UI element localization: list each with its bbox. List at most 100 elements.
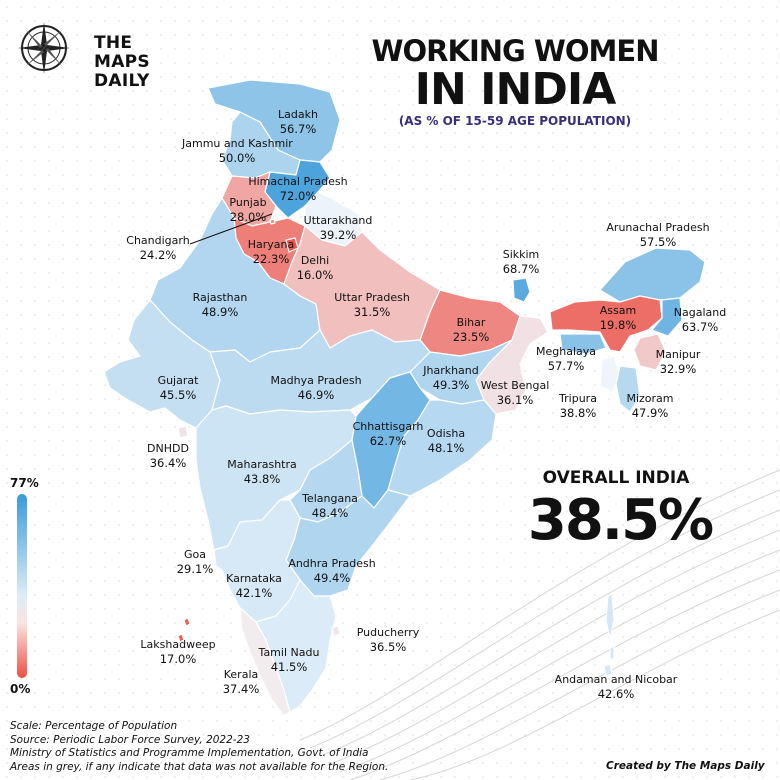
label-name: Himachal Pradesh [248,175,348,188]
brand-line-2: MAPS [94,52,150,72]
label-value: 50.0% [218,151,256,165]
label-value: 22.3% [252,252,290,266]
label-value: 39.2% [319,228,357,242]
brand-line-3: DAILY [94,71,150,91]
label-value: 57.5% [639,235,677,249]
label-value: 41.5% [270,660,308,674]
label-meghalaya: Meghalaya 57.7% [530,345,602,373]
label-value: 19.8% [599,318,637,332]
label-name: Bihar [456,316,486,329]
label-jammu-and-kashmir: Jammu and Kashmir 50.0% [182,137,293,165]
label-value: 47.9% [631,406,669,420]
label-name: Chhattisgarh [352,420,424,433]
label-name: DNHDD [147,442,189,455]
label-andhra-pradesh: Andhra Pradesh 49.4% [286,557,378,585]
region-gujarat [103,299,221,429]
color-scale-bar [17,494,27,678]
label-lakshadweep: Lakshadweep 17.0% [138,638,218,666]
label-value: 32.9% [659,362,697,376]
label-chhattisgarh: Chhattisgarh 62.7% [346,420,430,448]
label-odisha: Odisha 48.1% [420,427,472,455]
credit: Created by The Maps Daily [606,760,765,772]
region-dnhdd [177,425,189,439]
label-name: Karnataka [226,572,282,585]
label-ladakh: Ladakh 56.7% [263,108,333,136]
label-value: 48.9% [201,305,239,319]
label-value: 42.6% [597,687,635,701]
label-rajasthan: Rajasthan 48.9% [180,291,260,319]
label-value: 42.1% [235,586,273,600]
label-sikkim: Sikkim 68.7% [495,248,547,276]
label-value: 62.7% [369,434,407,448]
label-puducherry: Puducherry 36.5% [352,626,424,654]
label-name: Haryana [247,238,295,251]
region-assam [549,295,663,353]
label-value: 31.5% [353,305,391,319]
region-chandigarh [269,218,276,225]
region-nagaland [651,297,683,337]
label-karnataka: Karnataka 42.1% [224,572,284,600]
label-name: Puducherry [356,626,420,639]
label-gujarat: Gujarat 45.5% [148,374,208,402]
label-nagaland: Nagaland 63.7% [668,306,732,334]
region-tamil-nadu [255,579,337,713]
label-value: 56.7% [279,122,317,136]
label-name: Andaman and Nicobar [554,673,678,686]
brand-line-1: THE [94,33,133,53]
label-name: Assam [599,304,637,317]
label-value: 48.1% [427,441,465,455]
label-name: Jharkhand [423,364,479,377]
label-value: 17.0% [159,652,197,666]
region-mizoram [615,365,641,413]
label-arunachal-pradesh: Arunachal Pradesh 57.5% [602,221,714,249]
label-maharashtra: Maharashtra 43.8% [222,458,302,486]
label-kerala: Kerala 37.4% [216,668,266,696]
label-haryana: Haryana 22.3% [238,238,304,266]
region-meghalaya [559,333,607,355]
region-sikkim [512,277,531,303]
label-dnhdd: DNHDD 36.4% [140,442,196,470]
label-name: Gujarat [157,374,199,387]
label-value: 37.4% [222,682,260,696]
label-west-bengal: West Bengal 36.1% [472,379,558,407]
label-value: 49.4% [313,571,351,585]
label-name: Maharashtra [227,458,297,471]
label-madhya-pradesh: Madhya Pradesh 46.9% [264,374,368,402]
label-manipur: Manipur 32.9% [650,348,706,376]
label-value: 29.1% [176,562,214,576]
label-name: Goa [184,548,206,561]
title-line-1: WORKING WOMEN [371,34,660,68]
label-name: Manipur [655,348,701,361]
label-himachal-pradesh: Himachal Pradesh 72.0% [243,175,353,203]
label-punjab: Punjab 28.0% [218,196,278,224]
label-tamil-nadu: Tamil Nadu 41.5% [256,646,322,674]
label-telangana: Telangana 48.4% [298,492,362,520]
scale-min-label: 0% [10,682,31,696]
label-name: Arunachal Pradesh [606,221,710,234]
footer-source: Source: Periodic Labor Force Survey, 202… [10,733,250,746]
label-name: Uttarakhand [303,214,373,227]
label-name: Chandigarh [126,234,190,247]
label-value: 36.4% [149,456,187,470]
label-name: Lakshadweep [140,638,216,651]
label-name: Tamil Nadu [258,646,320,659]
footer-scale: Scale: Percentage of Population [10,720,178,732]
region-karnataka [213,499,301,623]
label-name: Tripura [559,392,597,405]
label-value: 48.4% [311,506,349,520]
region-arunachal-pradesh [599,247,706,303]
label-goa: Goa 29.1% [172,548,218,576]
label-name: Meghalaya [535,345,596,358]
label-value: 49.3% [432,378,470,392]
label-name: Jammu and Kashmir [182,137,293,150]
label-value: 68.7% [502,262,540,276]
scale-max-label: 77% [10,476,39,490]
label-delhi: Delhi 16.0% [290,254,340,282]
label-name: Telangana [302,492,358,505]
label-uttar-pradesh: Uttar Pradesh 31.5% [322,291,422,319]
label-uttarakhand: Uttarakhand 39.2% [294,214,382,242]
label-value: 38.8% [559,406,597,420]
